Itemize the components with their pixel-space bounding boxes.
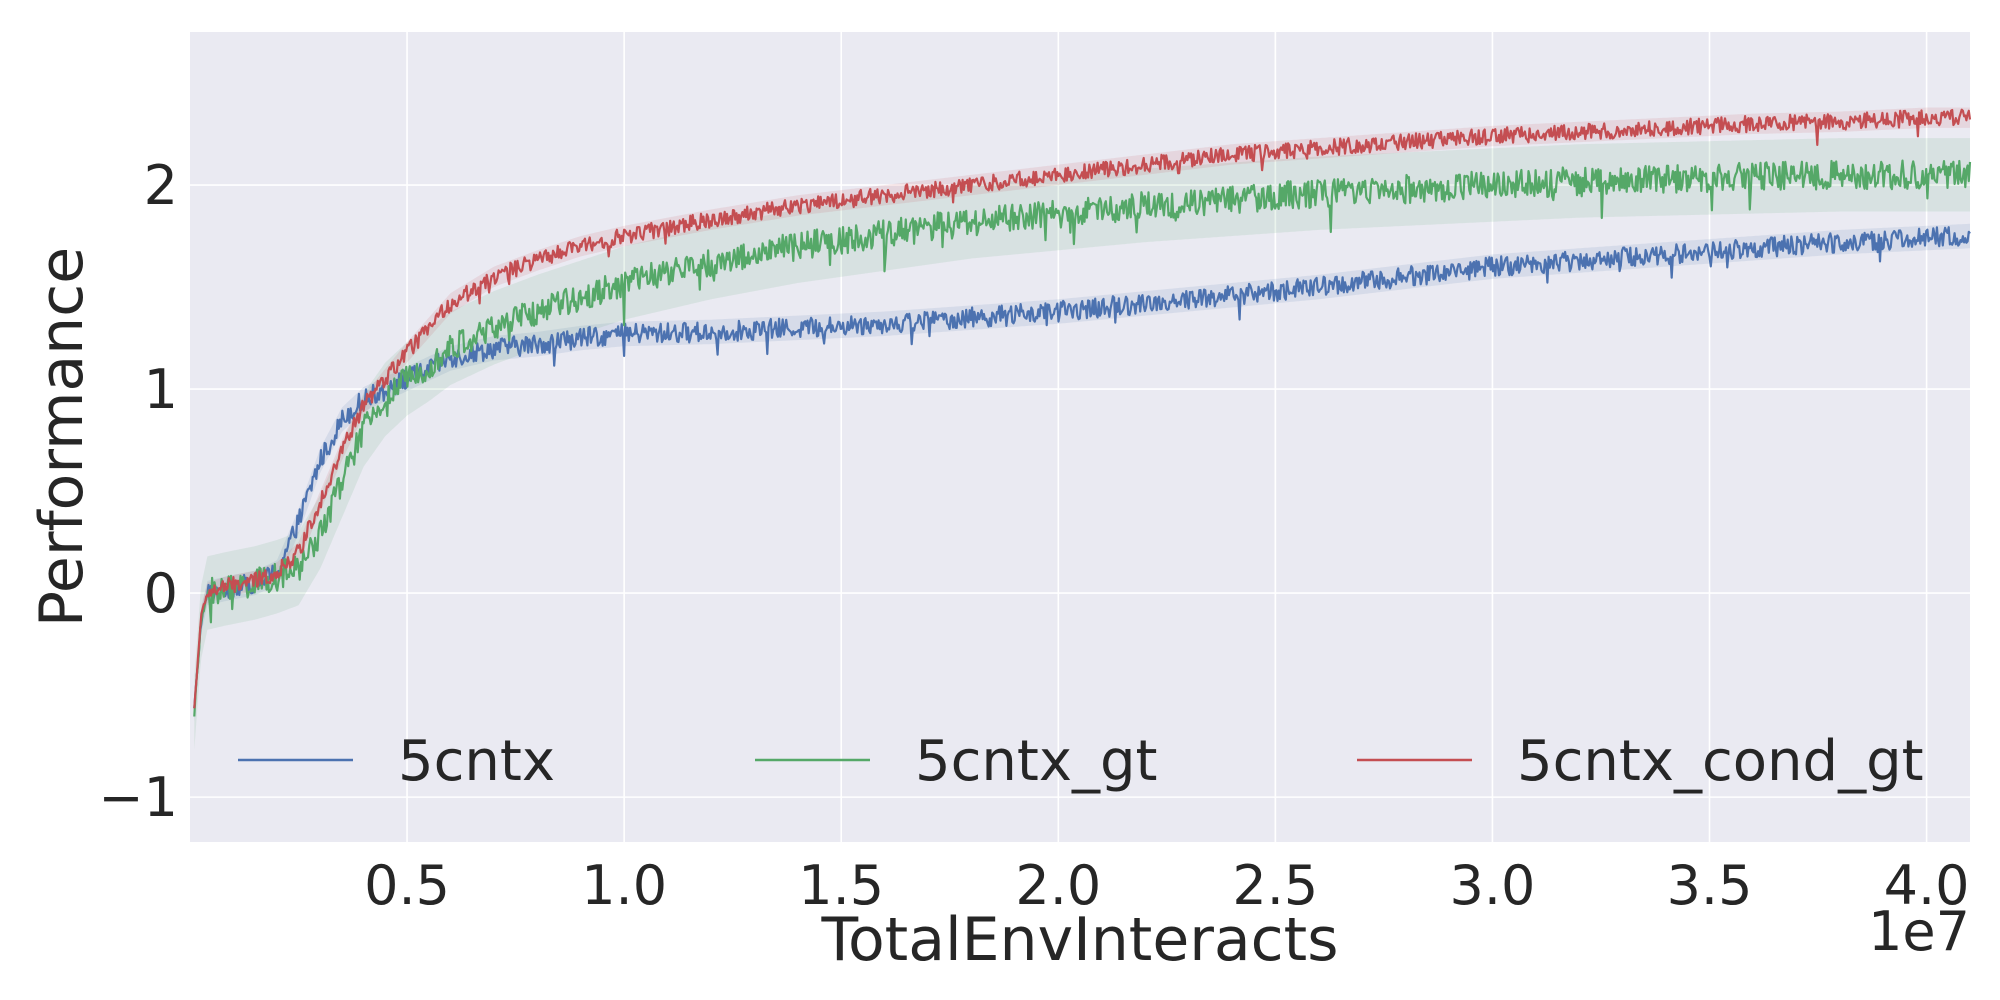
series-line-5cntx	[193, 226, 1971, 709]
x-axis-label: TotalEnvInteracts	[821, 905, 1339, 975]
series-line-5cntx_gt	[193, 159, 1972, 717]
y-tick-label: 0	[144, 562, 178, 625]
x-tick-label: 1.5	[798, 854, 884, 917]
series-lines	[193, 108, 1972, 717]
x-tick-label: 4.0	[1884, 854, 1970, 917]
y-tick-label: 2	[144, 154, 178, 217]
x-tick-label: 2.5	[1232, 854, 1318, 917]
y-tick-label: −1	[98, 766, 178, 829]
plot-background	[190, 32, 1970, 842]
tick-labels: 0.5 1.0 1.5 2.0 2.5 3.0 3.5 4.0 −1 0 1 2	[98, 154, 1969, 917]
series-line-5cntx_cond_gt	[193, 108, 1972, 709]
legend-label-5cntx_gt: 5cntx_gt	[915, 729, 1158, 794]
series-band-5cntx_gt	[194, 138, 1970, 750]
y-tick-label: 1	[144, 358, 178, 421]
confidence-bands	[194, 107, 1970, 750]
x-tick-label: 3.5	[1667, 854, 1753, 917]
legend: 5cntx 5cntx_gt 5cntx_cond_gt	[238, 729, 1924, 794]
grid-lines	[190, 32, 1970, 842]
x-tick-label: 1.0	[581, 854, 667, 917]
legend-label-5cntx_cond_gt: 5cntx_cond_gt	[1517, 729, 1924, 794]
x-tick-label: 3.0	[1449, 854, 1535, 917]
x-tick-label: 0.5	[364, 854, 450, 917]
x-tick-label: 2.0	[1015, 854, 1101, 917]
y-axis-label: Performance	[27, 247, 97, 627]
legend-label-5cntx: 5cntx	[398, 729, 555, 794]
x-axis-offset-label: 1e7	[1868, 900, 1970, 963]
